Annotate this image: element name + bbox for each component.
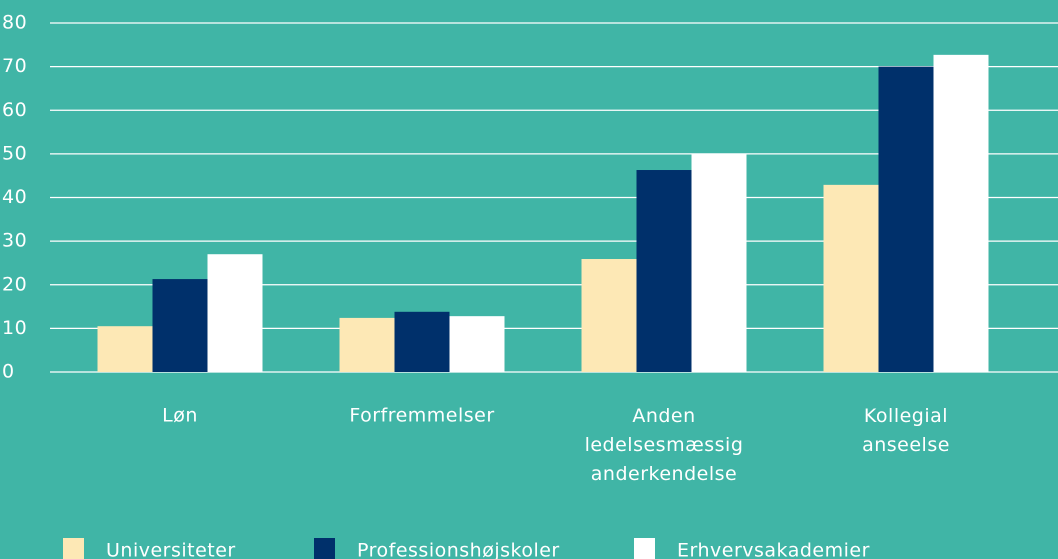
legend-label: Universiteter: [106, 540, 236, 559]
legend-swatch: [314, 538, 335, 559]
x-tick-label: Anden ledelsesmæssig anderkendelse: [585, 405, 744, 485]
bar: [394, 311, 450, 372]
y-tick-label: 60: [2, 99, 27, 121]
legend-label: Professionshøjskoler: [357, 540, 560, 559]
x-tick-label: Løn: [162, 405, 198, 427]
y-tick-label: 40: [2, 186, 27, 208]
bar: [97, 326, 153, 372]
y-tick-label: 80: [2, 12, 27, 34]
y-tick-label: 20: [2, 273, 27, 295]
bar: [449, 316, 505, 372]
bar: [636, 170, 692, 372]
x-tick-label: Forfremmelser: [349, 405, 494, 427]
legend-swatch: [634, 538, 655, 559]
bar: [581, 259, 637, 372]
bar: [691, 153, 747, 372]
bar: [152, 279, 208, 372]
y-tick-label: 30: [2, 230, 27, 252]
y-tick-label: 10: [2, 317, 27, 339]
legend-label: Erhvervsakademier: [677, 540, 870, 559]
bar: [878, 66, 934, 372]
y-tick-label: 50: [2, 142, 27, 164]
x-tick-label: Kollegial anseelse: [862, 405, 950, 456]
bar: [823, 184, 879, 372]
bar: [207, 254, 263, 372]
bar: [933, 54, 989, 372]
y-tick-label: 70: [2, 55, 27, 77]
bar: [339, 317, 395, 372]
y-tick-label: 0: [2, 361, 15, 383]
legend-swatch: [63, 538, 84, 559]
